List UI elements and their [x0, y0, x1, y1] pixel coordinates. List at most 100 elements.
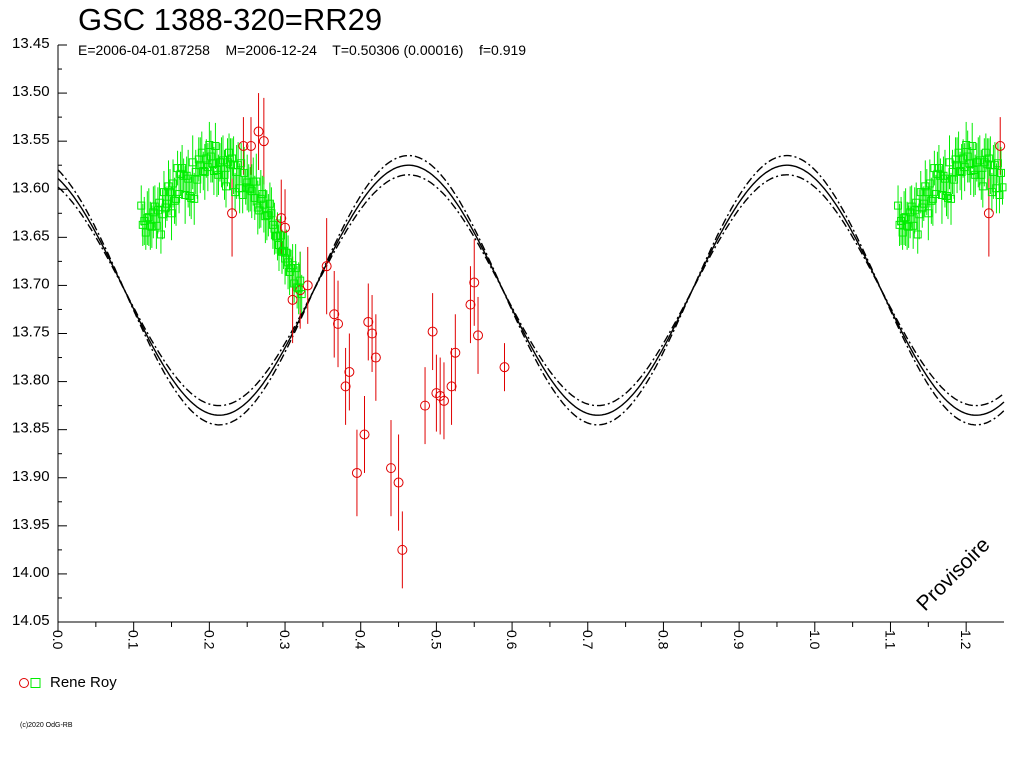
- y-tick-label: 13.45: [12, 35, 50, 52]
- x-tick-label: 0.6: [504, 630, 520, 650]
- point-square-8: [906, 208, 915, 217]
- point-square-13: [913, 230, 922, 239]
- point-square-40: [954, 148, 963, 157]
- point-circle-27: [438, 395, 449, 406]
- point-square-29: [937, 191, 946, 200]
- point-square-35: [190, 194, 199, 203]
- point-square-7: [904, 222, 913, 231]
- point-square-10: [152, 221, 161, 230]
- y-tick-label: 13.95: [12, 516, 50, 533]
- y-tick-label: 13.70: [12, 275, 50, 292]
- point-circle-1: [238, 140, 249, 151]
- point-square-86: [267, 209, 276, 218]
- point-square-102: [291, 264, 300, 273]
- point-square-67: [238, 191, 247, 200]
- copyright-notice: (c)2020 OdG-RB: [20, 722, 73, 729]
- point-circle-33: [499, 362, 510, 373]
- x-tick-label: 0.9: [731, 630, 747, 650]
- point-square-43: [959, 154, 968, 163]
- point-square-51: [971, 170, 980, 179]
- point-square-88: [270, 224, 279, 233]
- point-square-77: [253, 203, 262, 212]
- point-square-8: [149, 208, 158, 217]
- point-circle-18: [367, 328, 378, 339]
- y-tick-label: 13.55: [12, 131, 50, 148]
- point-square-55: [977, 170, 986, 179]
- point-square-37: [950, 175, 959, 184]
- point-square-6: [903, 221, 912, 230]
- y-tick-label: 13.60: [12, 179, 50, 196]
- point-circle-5: [276, 213, 287, 224]
- legend-label: Rene Roy: [50, 674, 117, 691]
- point-square-36: [191, 167, 200, 176]
- point-square-27: [934, 164, 943, 173]
- point-square-56: [222, 182, 231, 191]
- point-circle-10: [321, 261, 332, 272]
- point-square-31: [184, 174, 193, 183]
- point-square-54: [975, 156, 984, 165]
- axes: 13.45 13.50 13.55 13.60 13.65 13.70 13.75 13.80…: [12, 35, 1004, 650]
- x-tick-label: 1.2: [958, 630, 974, 650]
- x-tick-label: 0.2: [201, 630, 217, 650]
- point-square-31: [940, 174, 949, 183]
- y-tick-label: 13.75: [12, 324, 50, 341]
- point-square-15: [916, 188, 925, 197]
- point-circle-30: [465, 299, 476, 310]
- point-square-19: [166, 188, 175, 197]
- point-circle-9: [302, 280, 313, 291]
- y-tick-label: 13.50: [12, 83, 50, 100]
- point-circle-0: [983, 208, 994, 219]
- point-circle-3: [253, 126, 264, 137]
- point-circle-22: [397, 544, 408, 555]
- point-square-35: [947, 194, 956, 203]
- point-circle-14: [344, 366, 355, 377]
- point-square-0: [894, 201, 903, 210]
- point-square-30: [939, 171, 948, 180]
- point-circle-11: [329, 309, 340, 320]
- point-square-3: [898, 228, 907, 237]
- point-square-30: [182, 171, 191, 180]
- point-square-34: [188, 158, 197, 167]
- point-square-12: [155, 198, 164, 207]
- x-tick-label: 0.3: [277, 630, 293, 650]
- point-square-92: [276, 231, 285, 240]
- point-square-32: [185, 191, 194, 200]
- point-circle-32: [473, 330, 484, 341]
- point-circle-17: [363, 316, 374, 327]
- point-square-99: [287, 264, 296, 273]
- point-square-81: [259, 200, 268, 209]
- point-square-20: [167, 209, 176, 218]
- point-square-4: [143, 214, 152, 223]
- point-square-0: [137, 201, 146, 210]
- point-square-80: [258, 190, 267, 199]
- point-square-3: [141, 228, 150, 237]
- point-square-76: [252, 177, 261, 186]
- point-square-18: [921, 182, 930, 191]
- point-circle-21: [393, 477, 404, 488]
- point-circle-1: [995, 140, 1006, 151]
- point-square-66: [237, 159, 246, 168]
- point-square-18: [164, 182, 173, 191]
- point-square-53: [217, 158, 226, 167]
- point-square-27: [178, 164, 187, 173]
- point-circle-16: [359, 429, 370, 440]
- point-square-37: [193, 175, 202, 184]
- data-markers: [137, 126, 1007, 555]
- legend-symbols: [18, 676, 44, 690]
- y-tick-label: 13.65: [12, 227, 50, 244]
- x-tick-label: 1.0: [807, 630, 823, 650]
- point-square-55: [220, 170, 229, 179]
- x-tick-label: 0.4: [353, 630, 369, 650]
- model-curves: [57, 154, 1005, 426]
- legend-square-marker: [30, 678, 41, 688]
- point-square-25: [175, 190, 184, 199]
- point-square-22: [170, 196, 179, 205]
- point-square-75: [250, 193, 259, 202]
- point-square-21: [925, 179, 934, 188]
- point-square-34: [945, 158, 954, 167]
- point-circle-13: [340, 381, 351, 392]
- point-square-54: [218, 156, 227, 165]
- point-square-47: [208, 159, 217, 168]
- point-square-53: [974, 158, 983, 167]
- point-circle-2: [245, 140, 256, 151]
